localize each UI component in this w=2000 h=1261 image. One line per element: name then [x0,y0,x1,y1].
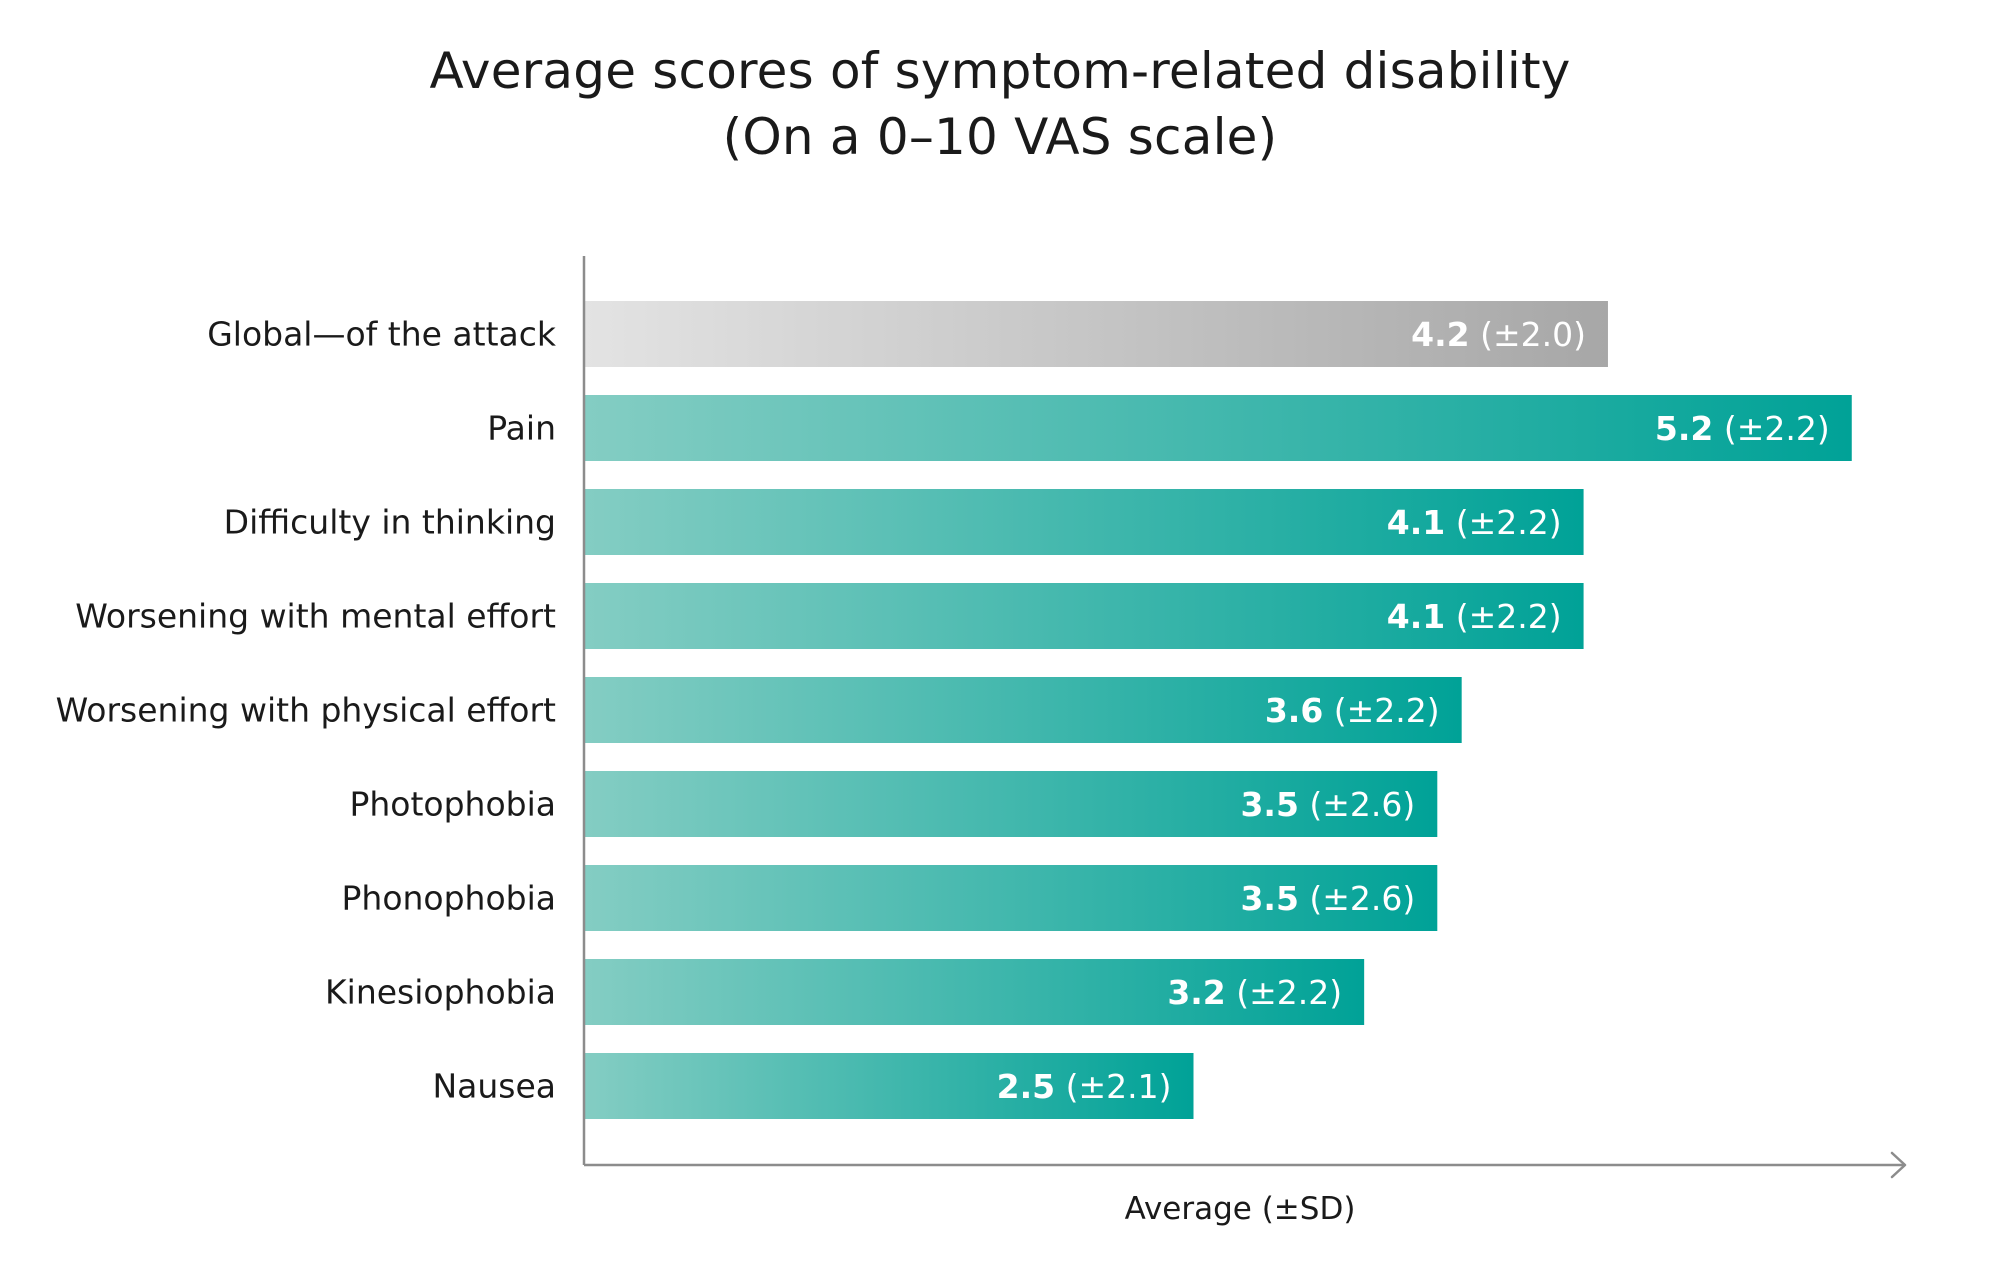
data-label-value: 2.5 [997,1067,1055,1106]
x-axis-arrow-icon [1890,1151,1907,1179]
data-label: 3.5 (±2.6) [1240,785,1415,824]
bar-7 [584,959,1365,1025]
data-label: 3.2 (±2.2) [1167,973,1342,1012]
category-label: Photophobia [349,785,556,824]
data-label-value: 4.1 [1387,503,1445,542]
data-label-value: 5.2 [1655,409,1713,448]
bars-layer [584,301,1852,1119]
data-label: 4.1 (±2.2) [1387,597,1562,636]
data-label-sd: (±2.1) [1055,1067,1171,1106]
data-label-value: 3.5 [1240,879,1298,918]
chart-title: Average scores of symptom-related disabi… [429,42,1571,100]
data-label-sd: (±2.2) [1713,409,1829,448]
data-label: 5.2 (±2.2) [1655,409,1830,448]
category-label: Kinesiophobia [325,973,556,1012]
data-label: 2.5 (±2.1) [997,1067,1172,1106]
chart-title-block: Average scores of symptom-related disabi… [0,38,2000,170]
bar-4 [584,677,1462,743]
category-label: Global—of the attack [207,315,557,354]
data-label-value: 3.5 [1240,785,1298,824]
bar-8 [584,1053,1194,1119]
category-labels: Global—of the attack Pain Difficulty in th… [56,315,557,1106]
data-label-sd: (±2.2) [1323,691,1439,730]
category-label: Pain [487,409,556,448]
data-label-sd: (±2.6) [1299,785,1415,824]
data-label-sd: (±2.2) [1445,503,1561,542]
data-label-value: 4.1 [1387,597,1445,636]
x-axis-label: Average (±SD) [1125,1191,1356,1227]
data-label-value: 3.6 [1265,691,1323,730]
data-label: 4.1 (±2.2) [1387,503,1562,542]
bar-3 [584,583,1584,649]
data-label-sd: (±2.0) [1470,315,1586,354]
category-label: Worsening with mental effort [75,597,556,636]
data-label-value: 4.2 [1411,315,1469,354]
category-label: Worsening with physical effort [56,691,556,730]
data-label-sd: (±2.2) [1226,973,1342,1012]
bar-1 [584,395,1852,461]
chart-subtitle: (On a 0–10 VAS scale) [722,108,1278,166]
category-label: Nausea [432,1067,556,1106]
bar-5 [584,771,1438,837]
data-label-sd: (±2.6) [1299,879,1415,918]
data-label: 3.5 (±2.6) [1240,879,1415,918]
category-label: Difficulty in thinking [224,503,556,542]
value-labels: 4.2 (±2.0)5.2 (±2.2)4.1 (±2.2)4.1 (±2.2)… [997,315,1830,1106]
data-label: 4.2 (±2.0) [1411,315,1586,354]
bar-2 [584,489,1584,555]
data-label: 3.6 (±2.2) [1265,691,1440,730]
bar-6 [584,865,1438,931]
category-label: Phonophobia [342,879,557,918]
data-label-value: 3.2 [1167,973,1225,1012]
bar-0 [584,301,1608,367]
data-label-sd: (±2.2) [1445,597,1561,636]
